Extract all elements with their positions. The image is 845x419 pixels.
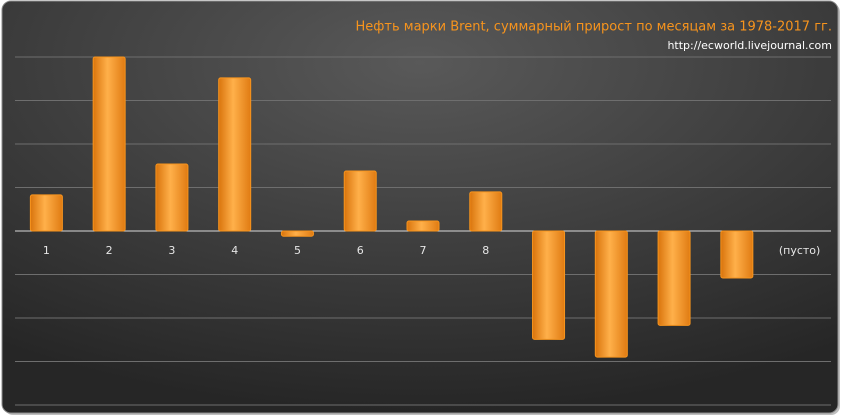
- bar: [218, 77, 252, 232]
- bar: [720, 230, 754, 279]
- x-tick-label: (пусто): [779, 244, 820, 257]
- x-tick-label: 6: [357, 244, 364, 257]
- bar: [406, 220, 440, 232]
- x-tick-label: 8: [482, 244, 489, 257]
- x-tick-label: 2: [106, 244, 113, 257]
- bar: [155, 163, 189, 232]
- bar: [92, 56, 126, 232]
- chart-subtitle: http://ecworld.livejournal.com: [667, 39, 832, 52]
- bar: [594, 230, 628, 358]
- bar: [469, 191, 503, 232]
- bar: [657, 230, 691, 326]
- chart-title: Нефть марки Brent, суммарный прирост по …: [356, 20, 832, 35]
- x-tick-label: 4: [231, 244, 238, 257]
- x-tick-label: 7: [420, 244, 427, 257]
- x-tick-label: 1: [43, 244, 50, 257]
- x-tick-label: 5: [294, 244, 301, 257]
- bar: [280, 230, 314, 237]
- bar: [532, 230, 566, 340]
- bar: [29, 194, 63, 232]
- bar: [343, 170, 377, 232]
- chart-area: [1, 0, 839, 414]
- x-tick-label: 3: [168, 244, 175, 257]
